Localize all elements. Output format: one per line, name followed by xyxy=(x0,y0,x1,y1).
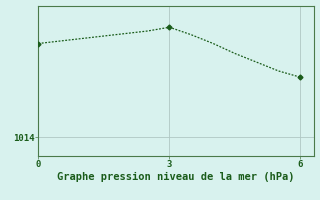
X-axis label: Graphe pression niveau de la mer (hPa): Graphe pression niveau de la mer (hPa) xyxy=(57,172,295,182)
